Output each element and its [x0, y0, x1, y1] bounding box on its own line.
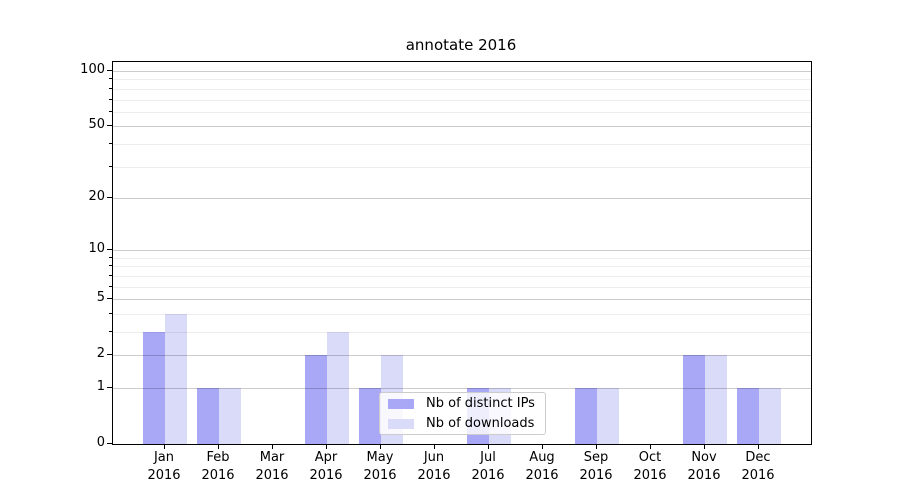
x-tick-mark-5 — [380, 445, 381, 449]
y-minor-tick-mark-90 — [109, 78, 112, 79]
bar-ips-2 — [197, 388, 219, 444]
gridline-minor-6 — [113, 287, 811, 288]
bar-ips-11 — [683, 355, 705, 444]
y-tick-mark-100 — [107, 70, 112, 71]
y-minor-tick-mark-7 — [109, 275, 112, 276]
y-minor-tick-mark-9 — [109, 257, 112, 258]
legend-row-distinct-ips: Nb of distinct IPs — [388, 396, 537, 411]
x-tick-mark-2 — [218, 445, 219, 449]
legend-swatch-downloads — [388, 418, 414, 429]
y-tick-label-10: 10 — [88, 241, 105, 256]
y-minor-tick-mark-60 — [109, 111, 112, 112]
gridline-major-10 — [113, 250, 811, 251]
y-tick-mark-20 — [107, 197, 112, 198]
x-tick-mark-4 — [326, 445, 327, 449]
x-tick-label-11: Nov 2016 — [687, 450, 721, 483]
y-minor-tick-mark-3 — [109, 331, 112, 332]
gridline-minor-40 — [113, 144, 811, 145]
gridline-major-20 — [113, 198, 811, 199]
legend-label-distinct-ips: Nb of distinct IPs — [426, 396, 535, 411]
x-tick-label-4: Apr 2016 — [309, 450, 343, 483]
y-tick-label-1: 1 — [96, 379, 105, 394]
bar-ips-1 — [143, 331, 165, 444]
y-tick-mark-1 — [107, 387, 112, 388]
bar-downloads-12 — [759, 388, 781, 444]
y-tick-label-2: 2 — [96, 346, 105, 361]
y-tick-label-0: 0 — [96, 435, 105, 450]
y-tick-mark-5 — [107, 298, 112, 299]
y-minor-tick-mark-80 — [109, 88, 112, 89]
bar-downloads-11 — [705, 355, 727, 444]
legend-row-downloads: Nb of downloads — [388, 416, 537, 431]
gridline-minor-80 — [113, 89, 811, 90]
y-tick-mark-2 — [107, 354, 112, 355]
legend-swatch-distinct-ips — [388, 398, 414, 409]
y-minor-tick-mark-8 — [109, 265, 112, 266]
legend: Nb of distinct IPs Nb of downloads — [379, 392, 546, 435]
x-tick-label-12: Dec 2016 — [741, 450, 775, 483]
x-tick-mark-3 — [272, 445, 273, 449]
gridline-minor-90 — [113, 79, 811, 80]
x-tick-label-5: May 2016 — [363, 450, 397, 483]
y-tick-mark-0 — [107, 443, 112, 444]
y-minor-tick-mark-70 — [109, 99, 112, 100]
y-tick-label-50: 50 — [88, 117, 105, 132]
x-tick-label-8: Aug 2016 — [525, 450, 559, 483]
bar-downloads-4 — [327, 331, 349, 444]
x-tick-mark-8 — [542, 445, 543, 449]
x-tick-mark-11 — [704, 445, 705, 449]
y-minor-tick-mark-30 — [109, 166, 112, 167]
bar-downloads-1 — [165, 313, 187, 444]
x-tick-mark-7 — [488, 445, 489, 449]
gridline-minor-70 — [113, 100, 811, 101]
y-tick-mark-50 — [107, 125, 112, 126]
x-tick-mark-10 — [650, 445, 651, 449]
gridline-major-5 — [113, 299, 811, 300]
x-tick-label-3: Mar 2016 — [255, 450, 289, 483]
bar-ips-12 — [737, 388, 759, 444]
x-tick-label-7: Jul 2016 — [471, 450, 505, 483]
gridline-minor-7 — [113, 276, 811, 277]
gridline-minor-9 — [113, 258, 811, 259]
x-tick-label-10: Oct 2016 — [633, 450, 667, 483]
chart-title: annotate 2016 — [405, 36, 517, 54]
y-minor-tick-mark-4 — [109, 313, 112, 314]
y-tick-mark-10 — [107, 249, 112, 250]
gridline-major-100 — [113, 71, 811, 72]
y-minor-tick-mark-40 — [109, 143, 112, 144]
x-tick-mark-1 — [164, 445, 165, 449]
x-tick-label-6: Jun 2016 — [417, 450, 451, 483]
x-tick-mark-6 — [434, 445, 435, 449]
gridline-minor-30 — [113, 167, 811, 168]
gridline-minor-4 — [113, 314, 811, 315]
gridline-minor-60 — [113, 112, 811, 113]
legend-label-downloads: Nb of downloads — [426, 416, 535, 431]
x-tick-label-1: Jan 2016 — [147, 450, 181, 483]
bar-downloads-9 — [597, 388, 619, 444]
gridline-major-50 — [113, 126, 811, 127]
bar-downloads-2 — [219, 388, 241, 444]
gridline-major-2 — [113, 355, 811, 356]
y-tick-label-5: 5 — [96, 290, 105, 305]
y-minor-tick-mark-6 — [109, 286, 112, 287]
y-tick-label-100: 100 — [80, 62, 105, 77]
x-tick-label-9: Sep 2016 — [579, 450, 613, 483]
gridline-minor-8 — [113, 266, 811, 267]
x-tick-mark-12 — [758, 445, 759, 449]
y-tick-label-20: 20 — [88, 189, 105, 204]
gridline-major-1 — [113, 388, 811, 389]
gridline-minor-3 — [113, 332, 811, 333]
bar-ips-9 — [575, 388, 597, 444]
bar-ips-4 — [305, 355, 327, 444]
x-tick-mark-9 — [596, 445, 597, 449]
bar-ips-5 — [359, 388, 381, 444]
x-tick-label-2: Feb 2016 — [201, 450, 235, 483]
plot-area: Nb of distinct IPs Nb of downloads — [112, 61, 812, 445]
